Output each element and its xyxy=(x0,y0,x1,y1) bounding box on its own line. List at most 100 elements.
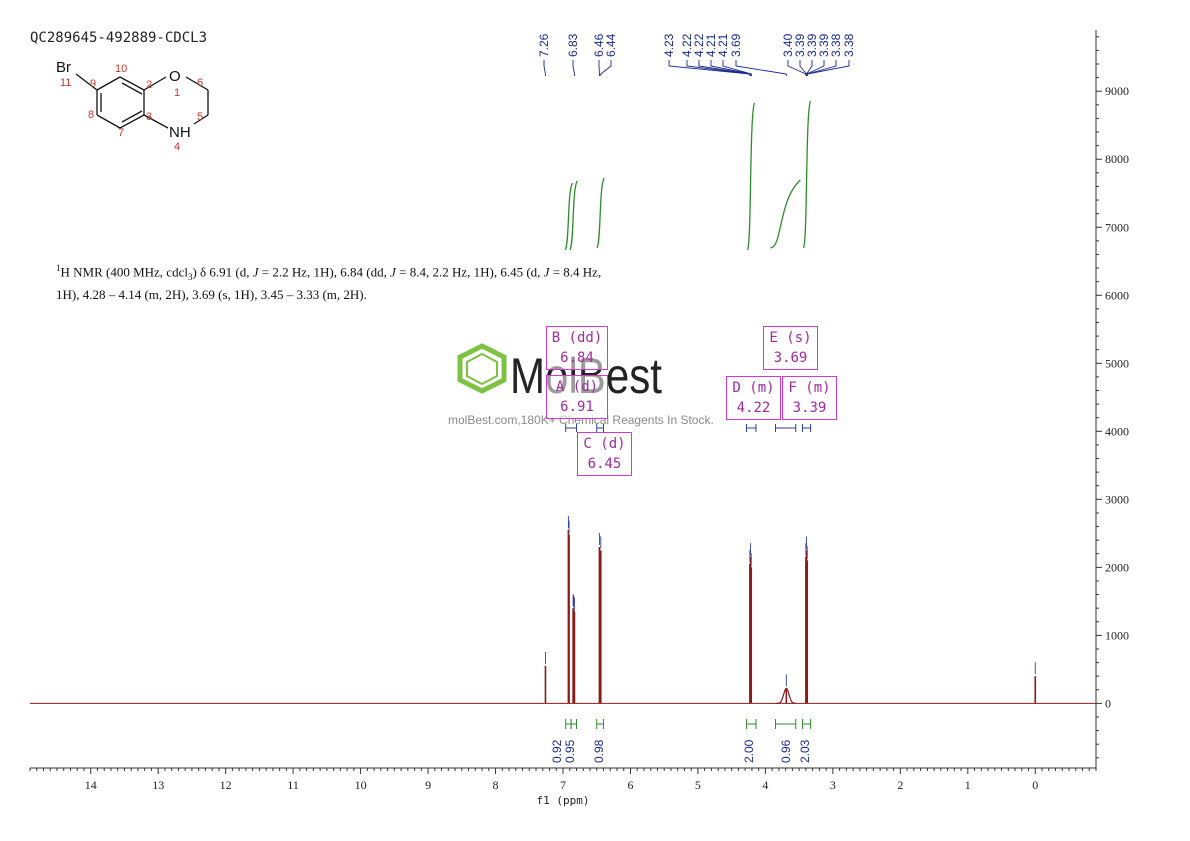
nmr-summary-part-d: = 8.4 Hz, 1H), 4.28 – 4.14 (m, 2H), 3.69… xyxy=(56,264,602,302)
peak-label-connector xyxy=(698,60,752,76)
atom-number-10: 10 xyxy=(115,63,127,75)
multiplet-box-a: A (d) 6.91 xyxy=(546,375,608,419)
y-tick-label: 9000 xyxy=(1105,84,1129,98)
peak-shift-label: 4.22 xyxy=(692,33,706,57)
atom-number-5: 5 xyxy=(197,111,203,123)
atom-number-8: 8 xyxy=(88,109,94,121)
multiplet-box-c-value: 6.45 xyxy=(587,456,622,472)
atom-number-11: 11 xyxy=(60,77,71,89)
peak-shift-label: 3.39 xyxy=(817,33,831,57)
multiplet-box-d-label: D (m) xyxy=(732,380,775,396)
x-tick-label: 1 xyxy=(965,778,971,792)
nmr-summary-part-b: = 2.2 Hz, 1H), 6.84 (dd, xyxy=(258,264,391,280)
integral-value-label: 0.98 xyxy=(592,739,606,763)
peak-shift-label: 3.38 xyxy=(829,33,843,57)
x-axis-title: f1 (ppm) xyxy=(537,794,590,807)
integral-curve xyxy=(569,180,578,251)
y-tick-label: 2000 xyxy=(1105,560,1129,574)
peak-shift-label: 3.38 xyxy=(842,33,856,57)
atom-nh: NH xyxy=(169,124,191,141)
multiplet-box-c-label: C (d) xyxy=(583,436,626,452)
peak-label-connector xyxy=(668,60,751,76)
atom-o: O xyxy=(169,68,181,85)
x-tick-label: 2 xyxy=(897,778,903,792)
peak-shift-label: 4.21 xyxy=(716,33,730,57)
y-tick-label: 0 xyxy=(1105,696,1111,710)
watermark-tagline: molBest.com,180K+ Chemical Reagents In S… xyxy=(448,413,714,427)
integral-value-label: 0.92 xyxy=(550,739,564,763)
integral-value-label: 2.03 xyxy=(798,739,812,763)
sample-id: QC289645-492889-CDCL3 xyxy=(30,30,208,46)
atom-number-2: 2 xyxy=(146,79,152,91)
multiplet-box-b: B (dd) 6.84 xyxy=(546,326,608,370)
integral-value-label: 0.95 xyxy=(563,739,577,763)
x-tick-label: 0 xyxy=(1032,778,1038,792)
peak-label-connector xyxy=(806,60,825,76)
atom-number-7: 7 xyxy=(118,127,124,139)
x-tick-label: 4 xyxy=(762,778,768,792)
peak-shift-label: 7.26 xyxy=(537,33,551,57)
peak-shift-label: 4.22 xyxy=(680,33,694,57)
nmr-summary-j1: J xyxy=(252,264,259,280)
integral-curve xyxy=(770,179,801,249)
multiplet-box-b-value: 6.84 xyxy=(560,350,594,366)
multiplet-box-f-value: 3.39 xyxy=(792,400,827,416)
integral-curve xyxy=(564,182,574,251)
y-tick-label: 6000 xyxy=(1105,288,1129,302)
multiplet-box-f-label: F (m) xyxy=(788,380,831,396)
x-tick-label: 5 xyxy=(695,778,701,792)
multiplet-box-e-label: E (s) xyxy=(769,330,812,346)
peak-shift-label: 6.83 xyxy=(566,33,580,57)
x-tick-label: 12 xyxy=(220,778,232,792)
x-tick-label: 9 xyxy=(425,778,431,792)
nmr-summary-j2: J xyxy=(390,264,396,280)
integral-curve xyxy=(596,177,605,249)
multiplet-box-c: C (d) 6.45 xyxy=(577,432,632,476)
y-tick-label: 7000 xyxy=(1105,220,1129,234)
peak-label-connector xyxy=(806,60,850,76)
peak-label-connector xyxy=(543,60,546,76)
y-tick-label: 1000 xyxy=(1105,628,1129,642)
peak-label-connector xyxy=(787,60,807,76)
x-tick-label: 8 xyxy=(493,778,499,792)
molecule-structure: Br O NH 1 2 3 4 5 6 7 8 9 10 11 xyxy=(56,59,209,153)
x-tick-label: 7 xyxy=(560,778,566,792)
peak-shift-label: 4.23 xyxy=(662,33,676,57)
peak-shift-label: 3.69 xyxy=(729,33,743,57)
multiplet-box-d-value: 4.22 xyxy=(736,400,771,416)
x-tick-label: 10 xyxy=(355,778,367,792)
peak-shift-label: 3.39 xyxy=(793,33,807,57)
nmr-summary-sup: 1 xyxy=(56,263,61,273)
peak-shift-label: 3.39 xyxy=(805,33,819,57)
atom-br: Br xyxy=(56,59,71,76)
multiplet-box-e: E (s) 3.69 xyxy=(763,326,818,370)
integral-curve xyxy=(802,100,812,249)
x-tick-label: 11 xyxy=(287,778,299,792)
nmr-summary-sub: 3 xyxy=(187,271,193,282)
peak-shift-label: 4.21 xyxy=(704,33,718,57)
peak-label-connector xyxy=(722,60,752,76)
atom-number-6: 6 xyxy=(197,77,203,89)
y-tick-label: 3000 xyxy=(1105,492,1129,506)
peak-label-connector xyxy=(735,60,787,76)
multiplet-box-a-label: A (d) xyxy=(555,379,599,395)
integral-value-label: 0.96 xyxy=(779,739,793,763)
atom-number-1: 1 xyxy=(174,87,180,99)
multiplet-box-f: F (m) 3.39 xyxy=(782,376,837,420)
multiplet-box-d: D (m) 4.22 xyxy=(726,376,781,420)
y-tick-label: 5000 xyxy=(1105,356,1129,370)
integral-curve xyxy=(746,102,756,251)
integral-value-label: 2.00 xyxy=(742,739,756,763)
multiplet-box-e-value: 3.69 xyxy=(773,350,808,366)
multiplet-box-b-label: B (dd) xyxy=(551,330,603,346)
atom-number-3: 3 xyxy=(146,111,152,123)
peak-shift-label: 3.40 xyxy=(781,33,795,57)
x-tick-label: 3 xyxy=(830,778,836,792)
nmr-summary-j3: J xyxy=(543,264,550,280)
nmr-summary-part-a: ) δ 6.91 (d, xyxy=(192,264,253,280)
multiplet-box-a-value: 6.91 xyxy=(560,399,594,415)
x-tick-label: 6 xyxy=(627,778,633,792)
nmr-summary-lead: H NMR (400 MHz, cdcl xyxy=(60,264,188,280)
nmr-summary-text: 1H NMR (400 MHz, cdcl3) δ 6.91 (d, J = 2… xyxy=(56,260,616,303)
